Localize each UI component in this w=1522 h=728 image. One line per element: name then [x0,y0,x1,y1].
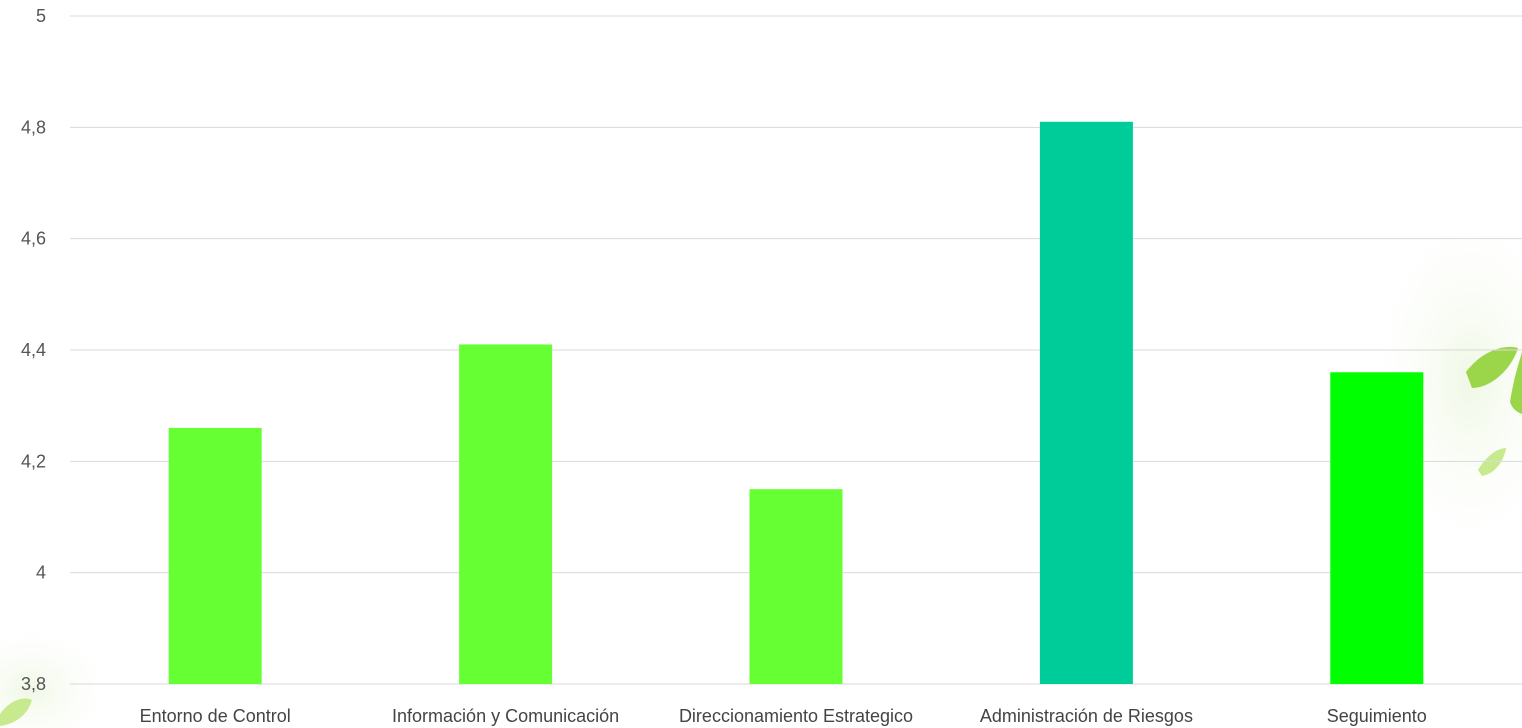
y-tick-label: 5 [36,6,46,26]
x-category-label: Información y Comunicación [392,706,619,726]
bar-series [168,121,1424,685]
y-axis-tick-labels: 3,8 4 4,2 4,4 4,6 4,8 5 [21,6,46,694]
bar [168,427,262,684]
leaf-right-1 [1466,346,1518,388]
y-tick-label: 4 [36,563,46,583]
y-tick-label: 3,8 [21,674,46,694]
leaf-right-2 [1510,352,1522,414]
bar [1330,372,1424,684]
y-tick-label: 4,8 [21,117,46,137]
x-category-label: Entorno de Control [140,706,291,726]
x-category-label: Administración de Riesgos [980,706,1193,726]
bar [749,489,843,684]
x-axis-category-labels: Entorno de Control Información y Comunica… [140,706,1427,726]
y-tick-label: 4,4 [21,340,46,360]
leaf-right-3 [1478,448,1506,476]
x-category-label: Seguimiento [1327,706,1427,726]
y-tick-label: 4,2 [21,451,46,471]
y-tick-label: 4,6 [21,229,46,249]
x-category-label: Direccionamiento Estrategico [679,706,913,726]
y-gridlines [70,15,1522,685]
leaf-bottom-left [0,698,32,726]
bar [1039,121,1133,685]
bar [459,344,553,684]
